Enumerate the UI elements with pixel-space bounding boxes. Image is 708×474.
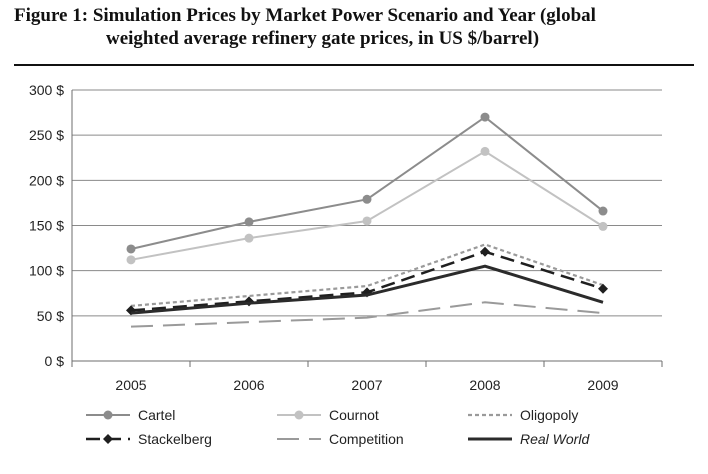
legend-label-stackelberg: Stackelberg <box>138 431 212 447</box>
cartel-point <box>244 217 254 227</box>
legend-label-cartel: Cartel <box>138 407 175 423</box>
legend-label-real-world: Real World <box>520 431 590 447</box>
cournot-point <box>126 255 136 265</box>
title-rule <box>14 64 694 66</box>
y-tick-label: 0 $ <box>45 353 65 369</box>
cartel-point <box>598 206 608 216</box>
legend-stackelberg-point <box>103 434 113 444</box>
x-tick-label: 2009 <box>587 377 618 393</box>
cournot-point <box>362 216 372 226</box>
x-tick-label: 2006 <box>233 377 264 393</box>
oligopoly-line <box>130 243 604 307</box>
y-tick-label: 50 $ <box>37 308 64 324</box>
legend-cournot-point <box>294 410 304 420</box>
figure-label: Figure 1: <box>14 5 89 26</box>
cournot-point <box>480 146 490 156</box>
cartel-point <box>362 194 372 204</box>
cartel-point <box>480 112 490 122</box>
x-tick-label: 2008 <box>469 377 500 393</box>
stackelberg-point <box>480 246 490 257</box>
cartel-point <box>126 244 136 254</box>
legend-label-cournot: Cournot <box>329 407 379 423</box>
legend-label-oligopoly: Oligopoly <box>520 407 578 423</box>
y-tick-label: 250 $ <box>29 127 64 143</box>
cournot-point <box>598 221 608 231</box>
y-tick-label: 300 $ <box>29 82 64 98</box>
cournot-point <box>244 233 254 243</box>
cartel-line <box>130 115 604 250</box>
x-tick-label: 2007 <box>351 377 382 393</box>
figure-title-line1: Simulation Prices by Market Power Scenar… <box>92 5 596 26</box>
y-tick-label: 200 $ <box>29 172 64 188</box>
y-tick-label: 100 $ <box>29 263 64 279</box>
legend-cartel-point <box>103 410 113 420</box>
competition-line <box>130 301 604 328</box>
real-world-line <box>130 264 604 315</box>
y-tick-label: 150 $ <box>29 218 64 234</box>
legend-label-competition: Competition <box>329 431 404 447</box>
x-tick-label: 2005 <box>115 377 146 393</box>
cournot-line <box>130 150 604 261</box>
figure-title: Figure 1: Simulation Prices by Market Po… <box>14 4 694 50</box>
stackelberg-point <box>598 283 608 294</box>
figure-title-line2: weighted average refinery gate prices, i… <box>106 28 540 49</box>
